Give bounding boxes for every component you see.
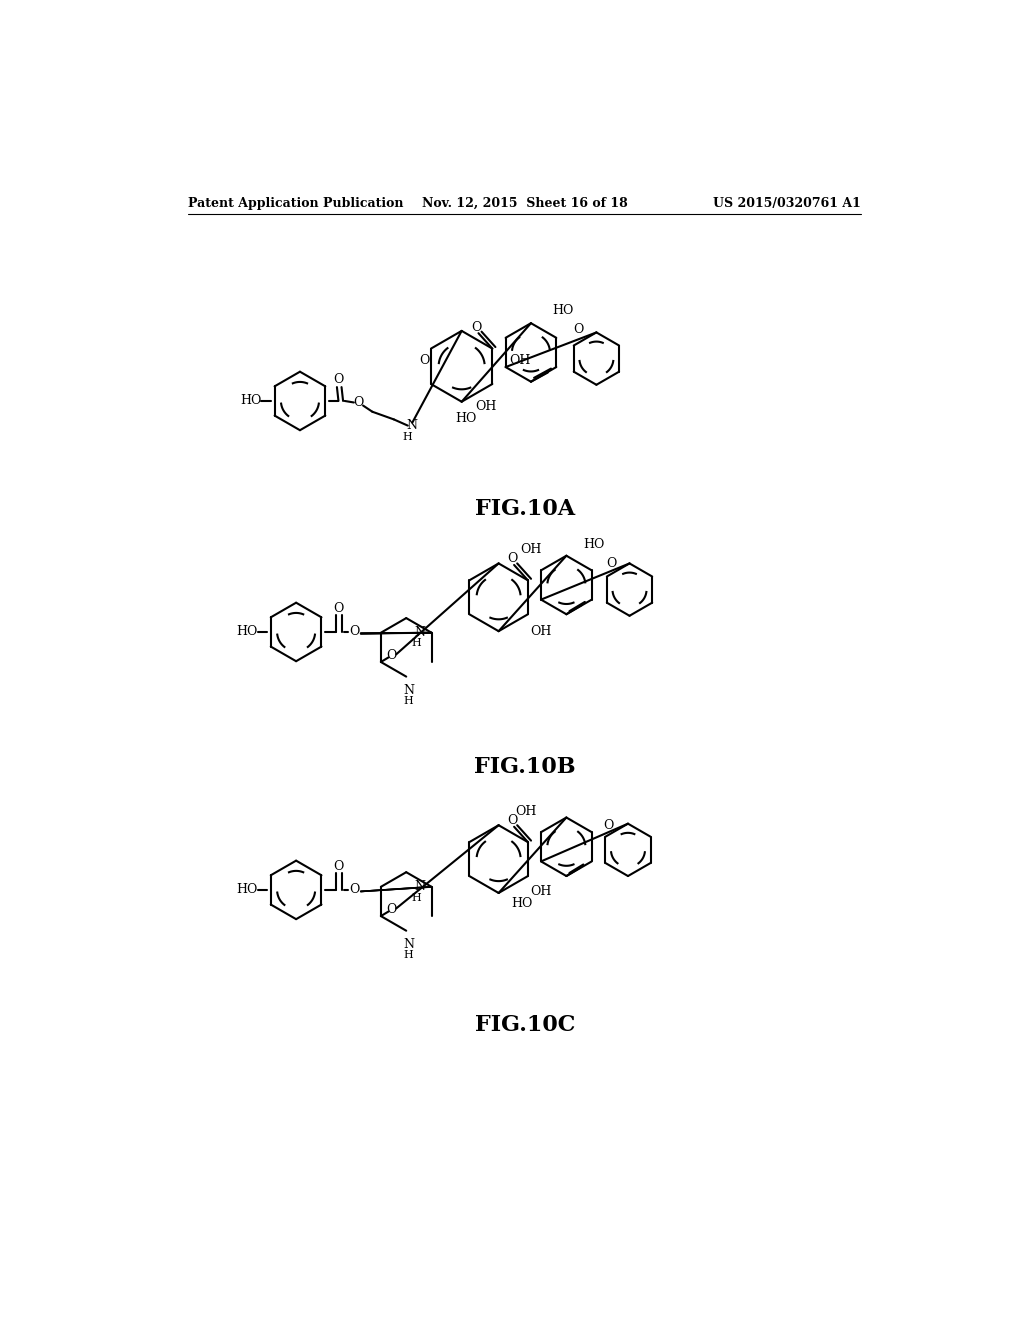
Text: FIG.10A: FIG.10A	[475, 498, 574, 520]
Text: O: O	[573, 323, 584, 335]
Text: N: N	[407, 418, 417, 432]
Text: HO: HO	[237, 883, 258, 896]
Text: O: O	[333, 602, 344, 615]
Text: HO: HO	[240, 395, 261, 408]
Text: O: O	[507, 814, 518, 828]
Text: H: H	[412, 892, 421, 903]
Text: O: O	[420, 354, 430, 367]
Text: Nov. 12, 2015  Sheet 16 of 18: Nov. 12, 2015 Sheet 16 of 18	[422, 197, 628, 210]
Text: H: H	[412, 639, 421, 648]
Text: HO: HO	[584, 539, 605, 552]
Text: O: O	[386, 649, 397, 663]
Text: O: O	[353, 396, 364, 409]
Text: N: N	[403, 939, 414, 952]
Text: O: O	[606, 557, 616, 570]
Text: O: O	[603, 818, 614, 832]
Text: O: O	[472, 321, 482, 334]
Text: O: O	[333, 861, 344, 874]
Text: N: N	[415, 626, 426, 639]
Text: HO: HO	[553, 304, 573, 317]
Text: HO: HO	[455, 412, 476, 425]
Text: H: H	[402, 432, 412, 442]
Text: US 2015/0320761 A1: US 2015/0320761 A1	[714, 197, 861, 210]
Text: Patent Application Publication: Patent Application Publication	[188, 197, 403, 210]
Text: O: O	[333, 372, 344, 385]
Text: N: N	[403, 684, 414, 697]
Text: OH: OH	[520, 543, 542, 556]
Text: HO: HO	[511, 898, 532, 911]
Text: OH: OH	[530, 884, 552, 898]
Text: FIG.10B: FIG.10B	[474, 755, 575, 777]
Text: FIG.10C: FIG.10C	[474, 1014, 575, 1036]
Text: OH: OH	[509, 354, 530, 367]
Text: OH: OH	[475, 400, 497, 413]
Text: OH: OH	[515, 805, 537, 818]
Text: OH: OH	[530, 626, 552, 639]
Text: O: O	[386, 903, 397, 916]
Text: H: H	[403, 696, 414, 706]
Text: O: O	[507, 552, 518, 565]
Text: O: O	[349, 883, 359, 896]
Text: N: N	[415, 880, 426, 894]
Text: HO: HO	[237, 626, 258, 639]
Text: O: O	[349, 626, 359, 639]
Text: H: H	[403, 950, 414, 961]
